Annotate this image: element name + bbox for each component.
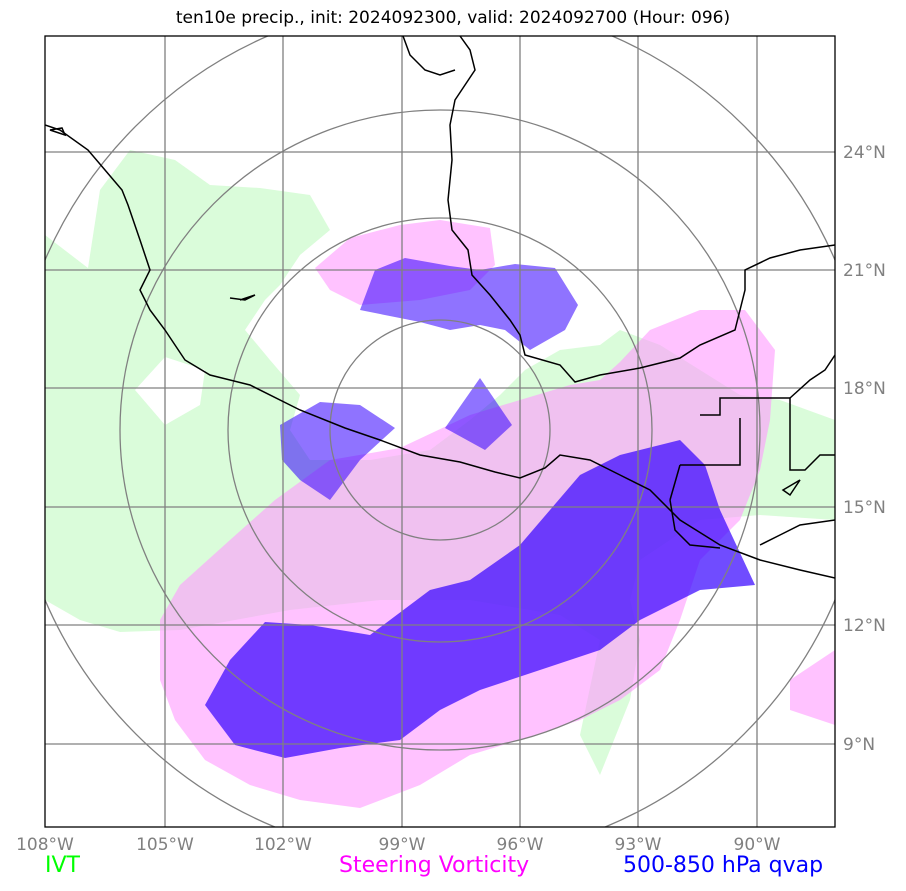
lat-tick-24: 24°N — [843, 143, 886, 163]
lat-tick-15: 15°N — [843, 498, 886, 518]
lat-tick-12: 12°N — [843, 616, 886, 636]
lat-tick-labels: 24°N 21°N 18°N 15°N 12°N 9°N — [843, 143, 886, 755]
grid-lines — [45, 36, 835, 827]
legend-steering-vorticity: Steering Vorticity — [339, 853, 530, 878]
lon-tick-105w: 105°W — [136, 835, 194, 855]
lat-tick-21: 21°N — [843, 261, 886, 281]
plot-frame — [44, 35, 836, 828]
lon-tick-99w: 99°W — [379, 835, 426, 855]
ivt-hole — [135, 357, 205, 425]
lon-tick-102w: 102°W — [254, 835, 312, 855]
lon-tick-90w: 90°W — [734, 835, 781, 855]
lon-tick-108w: 108°W — [16, 835, 74, 855]
legend-ivt: IVT — [45, 853, 80, 878]
qvap-region-center — [445, 378, 512, 450]
qvap-region-north — [360, 258, 578, 350]
legend-qvap: 500-850 hPa qvap — [623, 853, 824, 878]
lon-tick-93w: 93°W — [615, 835, 662, 855]
lat-tick-9: 9°N — [843, 735, 875, 755]
coastlines — [45, 36, 835, 579]
lon-tick-96w: 96°W — [497, 835, 544, 855]
lon-tick-labels: 108°W 105°W 102°W 99°W 96°W 93°W 90°W — [16, 835, 781, 855]
steering-vorticity-east — [790, 650, 835, 725]
qvap-region-south — [205, 440, 755, 758]
lat-tick-18: 18°N — [843, 379, 886, 399]
map-title: ten10e precip., init: 2024092300, valid:… — [175, 8, 731, 28]
qvap-region-west — [280, 402, 395, 500]
